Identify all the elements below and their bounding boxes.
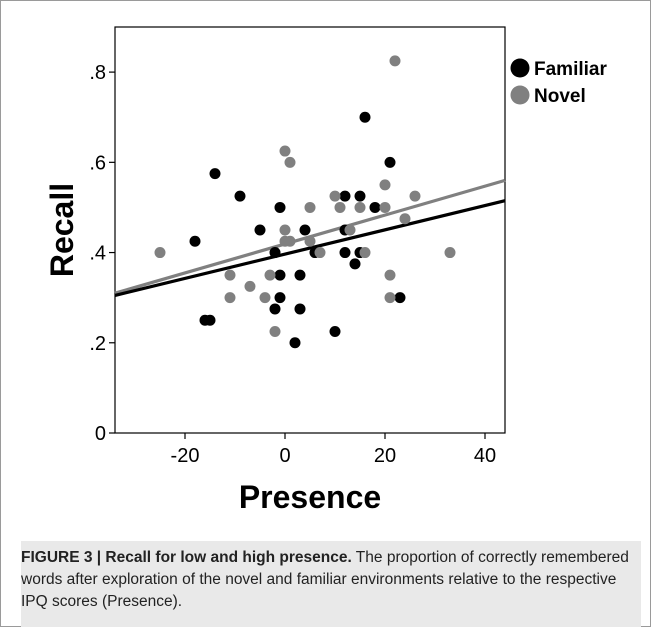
point-familiar xyxy=(254,224,266,236)
point-familiar xyxy=(339,190,351,202)
point-novel xyxy=(284,156,296,168)
scatter-chart: -20 0 20 40 0 .2 .4 .6 .8 Presence Recall Famili… xyxy=(44,26,607,515)
point-novel xyxy=(344,224,356,236)
point-novel xyxy=(284,235,296,247)
y-tick-label: .2 xyxy=(89,333,106,355)
x-tick-label: 20 xyxy=(374,445,396,467)
point-novel xyxy=(389,55,401,67)
point-novel xyxy=(224,292,236,304)
point-novel xyxy=(329,190,341,202)
x-tick-label: 40 xyxy=(474,445,496,467)
legend-label-familiar: Familiar xyxy=(534,59,607,80)
y-tick-label: .6 xyxy=(89,152,106,174)
point-familiar xyxy=(394,292,406,304)
figure-caption: FIGURE 3 | Recall for low and high prese… xyxy=(21,541,641,627)
point-novel xyxy=(379,179,391,191)
legend-marker-novel xyxy=(510,85,530,105)
point-familiar xyxy=(289,337,301,349)
point-novel xyxy=(304,235,316,247)
point-familiar xyxy=(299,224,311,236)
point-novel xyxy=(399,213,411,225)
point-novel xyxy=(264,269,276,281)
y-tick-label: .8 xyxy=(89,62,106,84)
legend: Familiar Novel xyxy=(510,58,607,107)
point-familiar xyxy=(354,190,366,202)
point-novel xyxy=(379,201,391,213)
point-familiar xyxy=(294,303,306,315)
point-familiar xyxy=(329,326,341,337)
point-familiar xyxy=(384,156,396,168)
x-axis-label: Presence xyxy=(239,479,381,515)
point-novel xyxy=(279,224,291,236)
point-novel xyxy=(334,201,346,213)
point-familiar xyxy=(204,314,216,326)
point-novel xyxy=(244,280,256,292)
point-novel xyxy=(354,201,366,213)
point-familiar xyxy=(339,247,351,259)
point-novel xyxy=(154,247,166,259)
y-tick-label: 0 xyxy=(95,423,106,445)
x-tick-label: 0 xyxy=(279,445,290,467)
point-familiar xyxy=(269,247,281,259)
point-novel xyxy=(269,326,281,337)
y-tick-label: .4 xyxy=(89,243,106,265)
point-novel xyxy=(224,269,236,281)
point-novel xyxy=(279,145,291,157)
caption-text: The proportion of correctly remembered w… xyxy=(21,549,629,610)
point-novel xyxy=(304,201,316,213)
point-familiar xyxy=(349,258,361,270)
point-familiar xyxy=(359,111,371,123)
point-novel xyxy=(314,247,326,259)
point-familiar xyxy=(369,201,381,213)
point-novel xyxy=(259,292,271,304)
point-familiar xyxy=(274,269,286,281)
axis-ticks: -20 0 20 40 0 .2 .4 .6 .8 xyxy=(89,62,496,467)
point-familiar xyxy=(269,303,281,315)
point-familiar xyxy=(209,168,221,180)
point-familiar xyxy=(294,269,306,281)
x-tick-label: -20 xyxy=(171,445,200,467)
point-novel xyxy=(384,292,396,304)
point-novel xyxy=(359,247,371,259)
y-axis-label: Recall xyxy=(44,183,80,277)
point-novel xyxy=(444,247,456,259)
point-familiar xyxy=(234,190,246,202)
point-familiar xyxy=(274,201,286,213)
data-points xyxy=(154,55,456,349)
point-familiar xyxy=(274,292,286,304)
point-novel xyxy=(384,269,396,281)
caption-label: FIGURE 3 | Recall for low and high prese… xyxy=(21,549,352,566)
legend-label-novel: Novel xyxy=(534,86,586,107)
fit-line-familiar xyxy=(114,199,506,297)
legend-marker-familiar xyxy=(510,58,530,78)
point-familiar xyxy=(189,235,201,247)
point-novel xyxy=(409,190,421,202)
